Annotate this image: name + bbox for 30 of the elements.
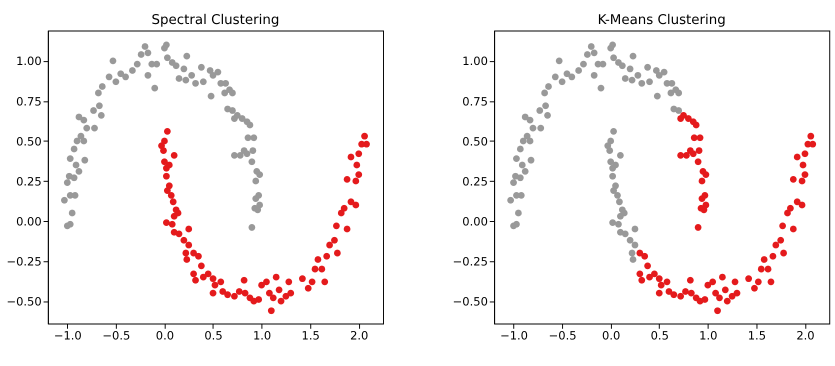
y-tick-label: 0.00 — [462, 214, 488, 228]
y-tick-label: −0.50 — [452, 294, 488, 308]
y-tick-label: 0.25 — [16, 174, 42, 188]
y-tick-label: 0.50 — [16, 134, 42, 148]
x-tick-label: −0.5 — [548, 328, 577, 342]
y-tick-label: 1.00 — [462, 54, 488, 68]
x-tick-label: 2.0 — [350, 328, 368, 342]
y-tick-label: 0.75 — [462, 94, 488, 108]
y-tick-label: −0.50 — [6, 294, 42, 308]
x-tick-label: 1.0 — [699, 328, 718, 342]
y-tick-label: 0.00 — [16, 214, 42, 228]
x-tick-label: 1.5 — [302, 328, 320, 342]
x-tick-label: −1.0 — [500, 328, 528, 342]
x-tick-label: −1.0 — [54, 328, 82, 342]
x-tick-label: 0.0 — [602, 328, 620, 342]
x-tick-label: 0.5 — [650, 328, 669, 342]
chart-title: Spectral Clustering — [152, 12, 280, 28]
y-tick-label: −0.25 — [6, 254, 42, 268]
y-tick-label: −0.25 — [452, 254, 488, 268]
x-tick-label: −0.5 — [102, 328, 130, 342]
y-tick-label: 0.75 — [16, 94, 42, 108]
x-tick-label: 0.5 — [204, 328, 223, 342]
chart-title: K-Means Clustering — [598, 12, 726, 28]
x-tick-label: 1.0 — [252, 328, 272, 342]
x-tick-label: 1.5 — [748, 328, 766, 342]
x-tick-label: 0.0 — [156, 328, 174, 342]
y-tick-label: 1.00 — [16, 54, 42, 68]
y-tick-label: 0.25 — [462, 174, 488, 188]
x-tick-label: 2.0 — [796, 328, 815, 342]
y-tick-label: 0.50 — [462, 134, 488, 148]
